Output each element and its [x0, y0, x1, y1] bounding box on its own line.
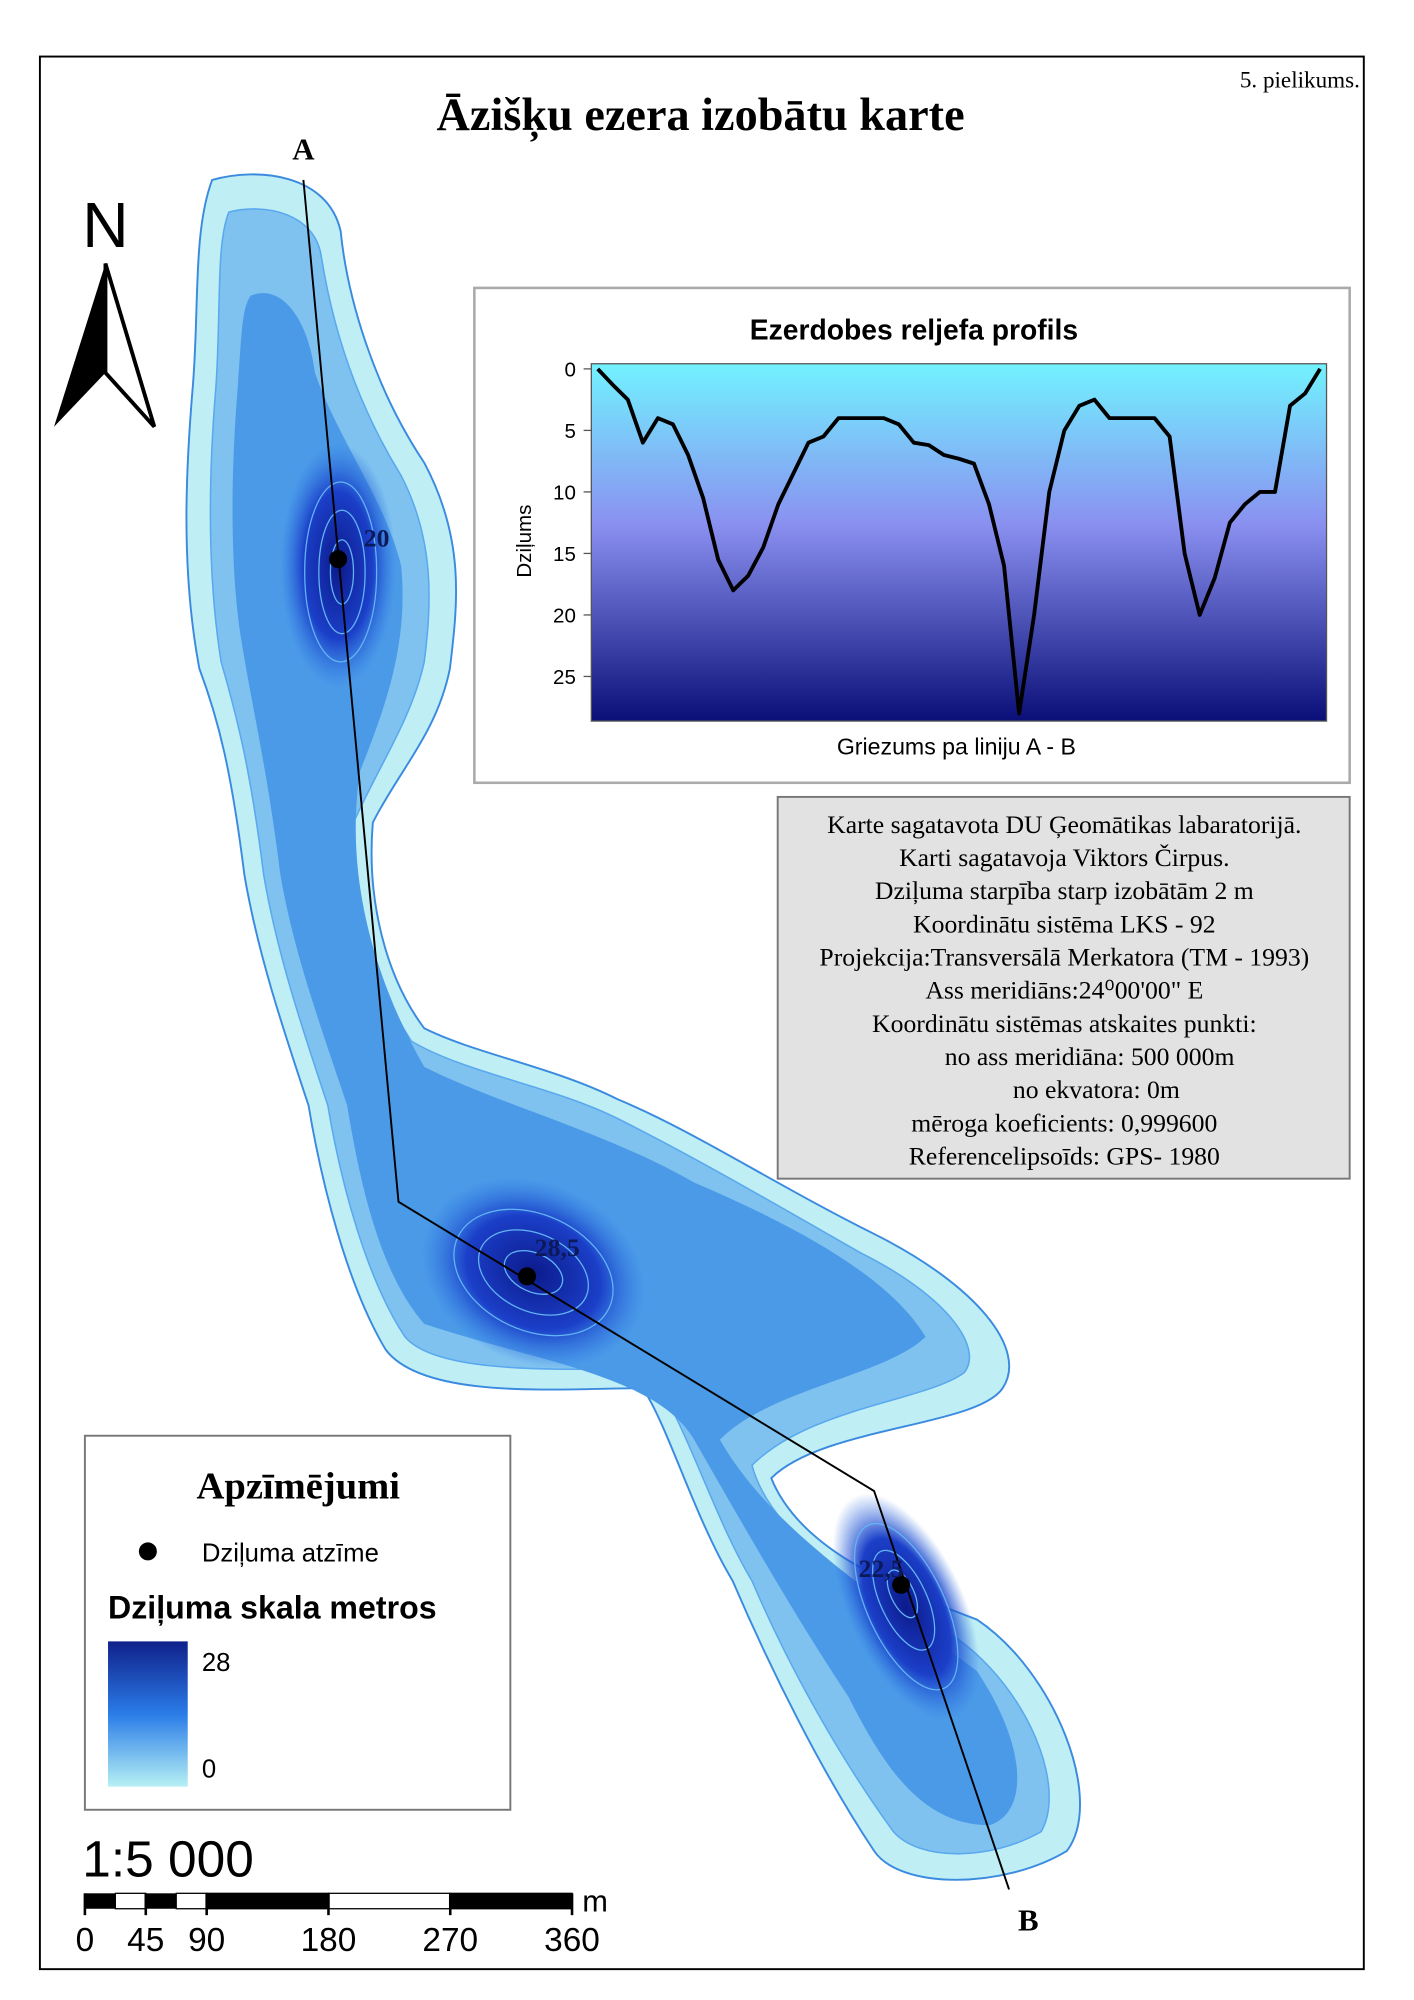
- legend-point-symbol: [138, 1542, 157, 1561]
- scale-segment: [206, 1892, 330, 1910]
- chart: 0 5 10 15 20 25: [553, 359, 1322, 716]
- info-line: Koordinātu sistēmas atskaites punkti:: [872, 1009, 1257, 1038]
- north-label: N: [82, 189, 128, 261]
- info-line: Karti sagatavoja Viktors Čirpus.: [899, 843, 1229, 872]
- annex-note: 5. pielikums.: [1240, 67, 1360, 93]
- y-tick-label: 10: [553, 482, 576, 505]
- info-line: mēroga koeficients: 0,999600: [911, 1108, 1217, 1137]
- map-title: Āzišķu ezera izobātu karte: [437, 90, 965, 142]
- profile-line: [596, 367, 1322, 716]
- depth-point: [329, 550, 348, 569]
- section-line: [302, 179, 1010, 1890]
- info-line: Referencelipsoīds: GPS- 1980: [909, 1142, 1220, 1171]
- info-line: no ass meridiāna: 500 000m: [945, 1042, 1235, 1071]
- legend-point-label: Dziļuma atzīme: [202, 1540, 379, 1568]
- scale-tick-label: 360: [544, 1922, 600, 1959]
- depth-label: 22,5: [859, 1554, 904, 1583]
- scale-segment: [327, 1892, 451, 1910]
- scale-tick-label: 90: [188, 1922, 225, 1959]
- y-axis-label: Dziļums: [513, 505, 536, 578]
- section-end-label: A: [292, 132, 315, 166]
- info-line: Ass meridiāns:24⁰00'00" E: [925, 976, 1203, 1005]
- scale-bar: 0 45 90 180 270 360 m: [76, 1883, 608, 1959]
- info-line: no ekvatora: 0m: [1013, 1075, 1180, 1104]
- y-tick-label: 20: [553, 605, 576, 628]
- depth-scale-min: 0: [202, 1756, 216, 1784]
- y-tick-label: 0: [564, 359, 575, 382]
- section-end-label: B: [1018, 1904, 1039, 1938]
- scale-tick-label: 180: [301, 1922, 357, 1959]
- scale-unit: m: [582, 1883, 608, 1918]
- legend-scale-title: Dziļuma skala metros: [108, 1589, 437, 1625]
- depth-scale-max: 28: [202, 1649, 231, 1677]
- north-arrow: [54, 262, 157, 429]
- info-box: [776, 795, 1351, 1180]
- info-line: Koordinātu sistēma LKS - 92: [913, 909, 1216, 938]
- info-line: Dziļuma starpība starp izobātām 2 m: [875, 876, 1254, 905]
- depth-label: 28,5: [535, 1233, 580, 1262]
- scale-segment: [175, 1892, 208, 1910]
- scale-tick-label: 270: [422, 1922, 478, 1959]
- chart-title: Ezerdobes reljefa profils: [750, 313, 1078, 345]
- scale-tick-label: 0: [76, 1922, 95, 1959]
- depth-point: [518, 1267, 537, 1286]
- depth-color-bar: [108, 1641, 188, 1787]
- plot-area: [590, 363, 1328, 722]
- info-line: Karte sagatavota DU Ģeomātikas labarator…: [827, 810, 1301, 839]
- info-text: Karte sagatavota DU Ģeomātikas labarator…: [819, 810, 1309, 1171]
- depth-point: [892, 1575, 911, 1594]
- legend-title: Apzīmējumi: [197, 1466, 401, 1508]
- scale-segment: [145, 1893, 177, 1909]
- scale-segment: [449, 1892, 573, 1910]
- y-tick-label: 25: [553, 666, 576, 689]
- scale-segment: [84, 1893, 116, 1909]
- scale-ratio: 1:5 000: [82, 1830, 254, 1888]
- scale-segment: [114, 1892, 147, 1910]
- y-tick-label: 5: [564, 420, 575, 443]
- x-axis-label: Griezums pa liniju A - B: [837, 733, 1076, 759]
- scale-tick-label: 45: [127, 1922, 164, 1959]
- depth-label: 20: [364, 523, 390, 552]
- lake: [185, 173, 1081, 1890]
- info-line: Projekcija:Transversālā Merkatora (TM - …: [819, 943, 1309, 972]
- y-tick-label: 15: [553, 543, 576, 566]
